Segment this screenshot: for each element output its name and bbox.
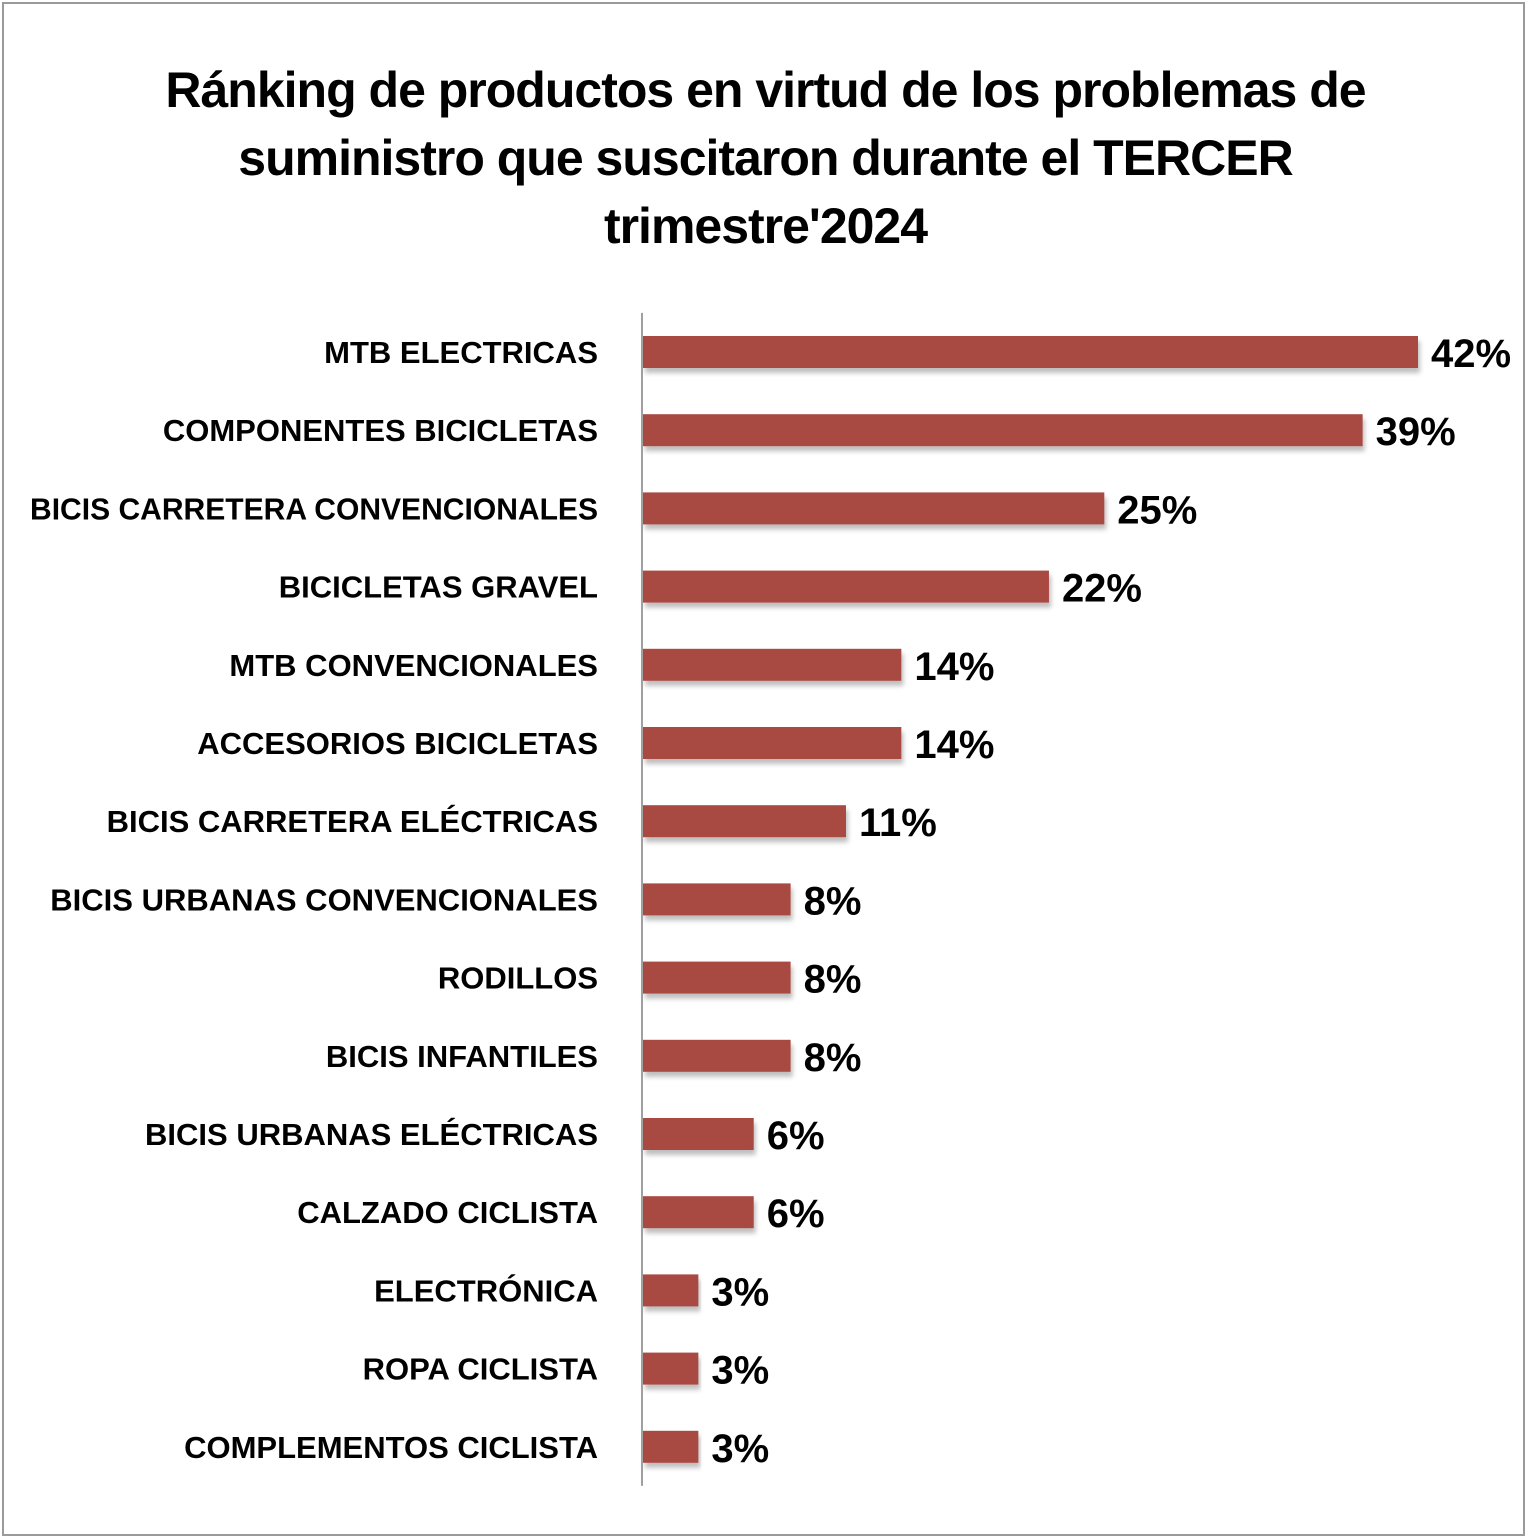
category-label: BICICLETAS GRAVEL [279,570,598,605]
data-label: 3% [711,1349,769,1393]
bar [643,1118,754,1150]
bar [643,805,846,838]
bar [643,648,902,681]
data-label: 39% [1376,410,1456,454]
bar [643,883,791,916]
chart-title: Ránking de productos en virtud de los pr… [4,56,1527,260]
category-label: CALZADO CICLISTA [297,1195,598,1230]
chart-title-line: Ránking de productos en virtud de los pr… [165,62,1366,118]
bars-group [643,336,1418,1463]
data-label: 42% [1431,332,1511,376]
category-label: BICIS CARRETERA CONVENCIONALES [30,491,598,526]
data-label: 22% [1062,567,1142,611]
data-label: 3% [711,1427,769,1471]
bar [643,727,902,759]
bar [643,414,1363,447]
data-label: 14% [914,723,994,767]
data-label: 6% [767,1192,825,1236]
bar [643,570,1049,603]
chart-title-line: suministro que suscitaron durante el TER… [238,130,1293,186]
category-label: MTB ELECTRICAS [324,335,598,370]
data-label: 25% [1117,488,1197,532]
category-labels-group: MTB ELECTRICAS COMPONENTES BICICLETAS BICI… [30,335,598,1465]
category-label: COMPONENTES BICICLETAS [163,413,598,448]
category-label: COMPLEMENTOS CICLISTA [184,1430,598,1465]
category-label: ACCESORIOS BICICLETAS [197,726,598,761]
bar [643,961,791,994]
category-label: BICIS URBANAS CONVENCIONALES [50,882,598,917]
category-label: ELECTRÓNICA [374,1272,598,1308]
category-label: BICIS URBANAS ELÉCTRICAS [145,1117,598,1152]
bar [643,1039,791,1072]
bar [643,492,1105,525]
bar [643,1196,754,1229]
data-labels-group: 42% 39% 25% 22% 14% 14% 11% 8% 8% 8% 6% 6% 3% 3% 3% [711,332,1511,1471]
chart-title-line: trimestre'2024 [603,198,928,254]
data-label: 8% [804,1036,862,1080]
category-label: MTB CONVENCIONALES [229,648,598,683]
data-label: 6% [767,1114,825,1158]
bar [643,1352,699,1385]
category-label: RODILLOS [438,961,598,996]
category-label: ROPA CICLISTA [363,1352,598,1387]
data-label: 11% [859,801,937,845]
category-label: BICIS CARRETERA ELÉCTRICAS [107,804,598,839]
bar [643,1430,699,1463]
data-label: 3% [711,1270,769,1314]
data-label: 8% [804,879,862,923]
bar [643,336,1418,368]
data-label: 14% [914,645,994,689]
bar [643,1274,699,1307]
category-label: BICIS INFANTILES [326,1039,598,1074]
data-label: 8% [804,958,862,1002]
